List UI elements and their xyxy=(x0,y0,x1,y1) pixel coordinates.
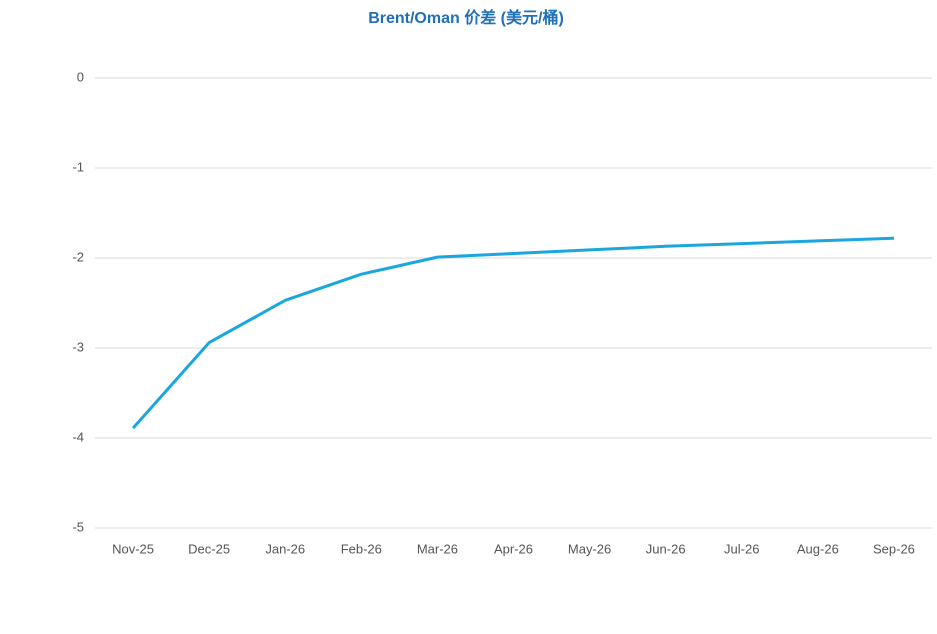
chart-title: Brent/Oman 价差 (美元/桶) xyxy=(368,8,564,27)
x-tick-label: Aug-26 xyxy=(797,541,839,556)
x-tick-label: May-26 xyxy=(568,541,611,556)
x-tick-label: Mar-26 xyxy=(417,541,458,556)
x-tick-label: Jun-26 xyxy=(646,541,686,556)
y-tick-label: -2 xyxy=(72,249,84,264)
y-tick-label: -3 xyxy=(72,339,84,354)
x-tick-label: Nov-25 xyxy=(112,541,154,556)
y-tick-label: 0 xyxy=(77,69,84,84)
x-tick-label: Jul-26 xyxy=(724,541,759,556)
y-tick-label: -5 xyxy=(72,519,84,534)
x-tick-label: Feb-26 xyxy=(341,541,382,556)
x-tick-label: Jan-26 xyxy=(265,541,305,556)
y-tick-label: -4 xyxy=(72,429,84,444)
y-tick-label: -1 xyxy=(72,159,84,174)
x-tick-label: Dec-25 xyxy=(188,541,230,556)
x-tick-label: Sep-26 xyxy=(873,541,915,556)
x-tick-label: Apr-26 xyxy=(494,541,533,556)
data-line xyxy=(131,236,895,430)
